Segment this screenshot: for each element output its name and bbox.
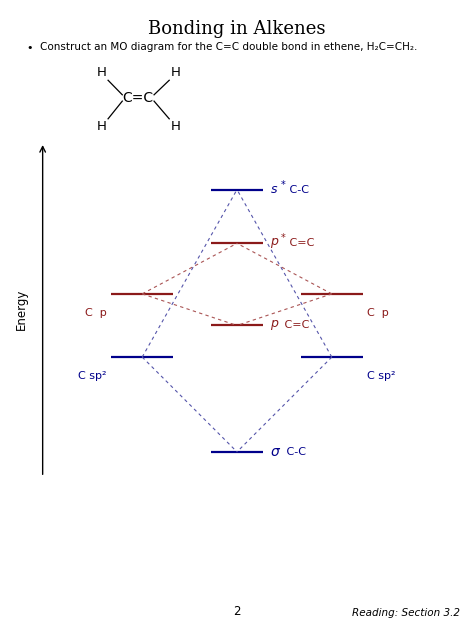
Text: H: H [171,120,180,133]
Text: H: H [171,66,180,79]
Text: C=C: C=C [281,320,309,331]
Text: *: * [281,179,285,190]
Text: C sp²: C sp² [367,371,396,381]
Text: H: H [97,66,107,79]
Text: Energy: Energy [15,289,28,331]
Text: •: • [26,43,33,53]
Text: $\mathit{p}$: $\mathit{p}$ [270,236,280,250]
Text: C=C: C=C [286,238,314,248]
Text: $\mathit{p}$: $\mathit{p}$ [270,319,280,332]
Text: C  p: C p [367,308,389,318]
Text: $\mathit{s}$: $\mathit{s}$ [270,183,278,196]
Text: C-C: C-C [286,185,309,195]
Text: 2: 2 [233,605,241,618]
Text: C=C: C=C [122,91,153,105]
Text: C sp²: C sp² [78,371,107,381]
Text: Reading: Section 3.2: Reading: Section 3.2 [352,608,460,618]
Text: C  p: C p [85,308,107,318]
Text: Construct an MO diagram for the C=C double bond in ethene, H₂C=CH₂.: Construct an MO diagram for the C=C doub… [40,42,418,52]
Text: *: * [281,233,285,243]
Text: Bonding in Alkenes: Bonding in Alkenes [148,20,326,38]
Text: H: H [97,120,107,133]
Text: C-C: C-C [283,447,307,457]
Text: $\sigma$: $\sigma$ [270,445,282,459]
